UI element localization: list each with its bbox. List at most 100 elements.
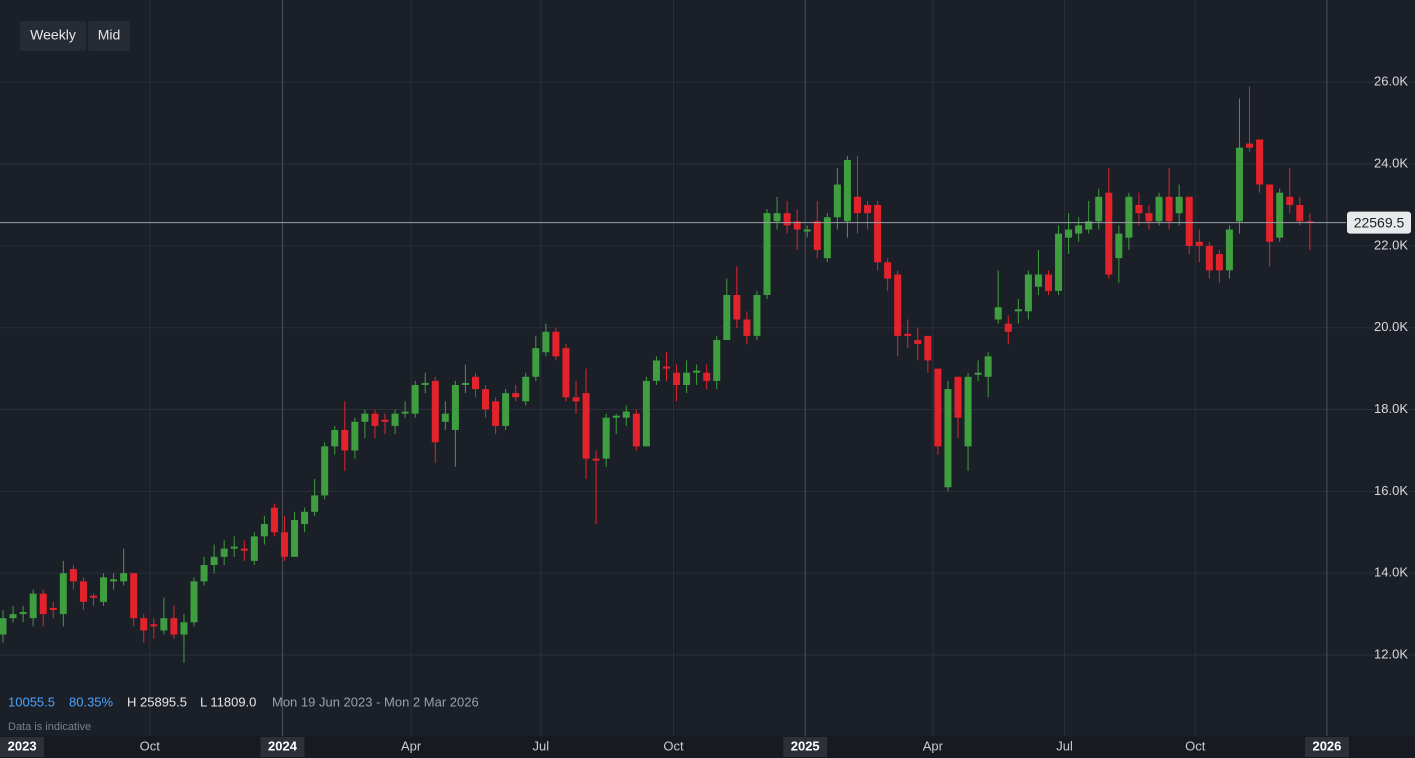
candle-body (1276, 192, 1284, 238)
candle-body (783, 213, 791, 226)
candle-body (773, 213, 781, 222)
candle-body (461, 382, 469, 385)
x-tick-label: 2025 (791, 738, 820, 753)
candle-body (371, 413, 379, 426)
candle-body (1014, 309, 1022, 312)
high-stat: H 25895.5 (127, 694, 187, 709)
candle-body (381, 419, 389, 422)
candle-body (19, 612, 27, 615)
y-tick-label: 20.0K (1374, 319, 1408, 334)
candle-body (441, 413, 449, 422)
candle-body (1246, 143, 1254, 148)
candle-body (270, 507, 278, 533)
candle-body (39, 593, 47, 615)
x-tick-label: Oct (663, 738, 684, 753)
candle-body (944, 389, 952, 488)
mid-button[interactable] (88, 21, 130, 51)
candle-body (632, 413, 640, 447)
mid-button-label[interactable]: Mid (98, 27, 121, 43)
candle-body (140, 618, 148, 631)
candle-body (1044, 274, 1052, 291)
candle-body (793, 221, 801, 230)
grid (0, 0, 1415, 736)
candle-body (1115, 233, 1123, 259)
candle-body (622, 411, 630, 418)
candle-body (964, 376, 972, 447)
candle-body (280, 532, 288, 557)
candle-body (391, 413, 399, 426)
candle-body (894, 274, 902, 336)
candle-body (1195, 241, 1203, 246)
candle-body (361, 413, 369, 422)
candle-body (803, 229, 811, 232)
overlay: Weekly Mid 10055.5 80.35% H 25895.5 L 11… (8, 21, 479, 733)
candle-body (1256, 139, 1264, 185)
candle-body (1165, 196, 1173, 222)
candle-body (502, 393, 510, 426)
candle-body (1266, 184, 1274, 242)
candle-body (723, 294, 731, 340)
candle-body (492, 401, 500, 426)
candle-body (1105, 192, 1113, 275)
change: 10055.5 (8, 694, 55, 709)
candle-body (351, 421, 359, 451)
candle-body (301, 511, 309, 525)
year-label-box (783, 737, 828, 757)
candle-body (884, 262, 892, 279)
x-tick-label: Jul (1056, 738, 1073, 753)
candle-body (1215, 254, 1223, 271)
candle-body (321, 446, 329, 496)
candle-body (311, 495, 319, 512)
candle-body (431, 380, 439, 443)
y-tick-label: 24.0K (1374, 155, 1408, 170)
x-tick-label: Oct (1185, 738, 1206, 753)
candle-body (693, 370, 701, 373)
candle-body (683, 372, 691, 385)
candle-body (240, 548, 248, 551)
candle-body (200, 564, 208, 582)
candle-body (1055, 233, 1063, 291)
candle-body (602, 417, 610, 459)
candle-body (1155, 196, 1163, 222)
price-label-box (1347, 211, 1411, 234)
candle-body (552, 331, 560, 357)
candle-body (89, 595, 97, 598)
candle-body (532, 348, 540, 377)
y-tick-label: 18.0K (1374, 401, 1408, 416)
candle-body (341, 429, 349, 451)
date-range: Mon 19 Jun 2023 - Mon 2 Mar 2026 (272, 694, 479, 709)
y-tick-label: 26.0K (1374, 74, 1408, 89)
disclaimer: Data is indicative (8, 721, 91, 733)
candle-body (260, 524, 268, 537)
candle-body (120, 573, 128, 582)
candle-body (291, 519, 299, 557)
candle-body (954, 376, 962, 418)
x-tick-label: 2024 (268, 738, 298, 753)
candle-body (49, 607, 57, 610)
candle-body (411, 384, 419, 414)
candle-body (833, 184, 841, 218)
candles (0, 86, 1346, 663)
y-tick-label: 22.0K (1374, 237, 1408, 252)
candle-body (914, 339, 922, 345)
candle-body (421, 382, 429, 385)
candle-body (1225, 229, 1233, 271)
weekly-button[interactable] (20, 21, 86, 51)
candle-body (1034, 274, 1042, 287)
candle-body (612, 415, 620, 418)
candle-body (160, 618, 168, 631)
candle-body (763, 213, 771, 295)
candle-body (733, 294, 741, 320)
y-tick-label: 14.0K (1374, 565, 1408, 580)
candle-body (592, 458, 600, 461)
candle-body (904, 333, 912, 336)
candle-body (69, 569, 77, 582)
candle-body (180, 622, 188, 635)
year-label-box (260, 737, 305, 757)
weekly-button-label[interactable]: Weekly (30, 27, 76, 43)
candle-body (130, 573, 138, 619)
candle-body (713, 339, 721, 381)
candle-body (974, 372, 982, 375)
x-tick-label: 2026 (1312, 738, 1341, 753)
x-tick-label: Apr (923, 738, 944, 753)
